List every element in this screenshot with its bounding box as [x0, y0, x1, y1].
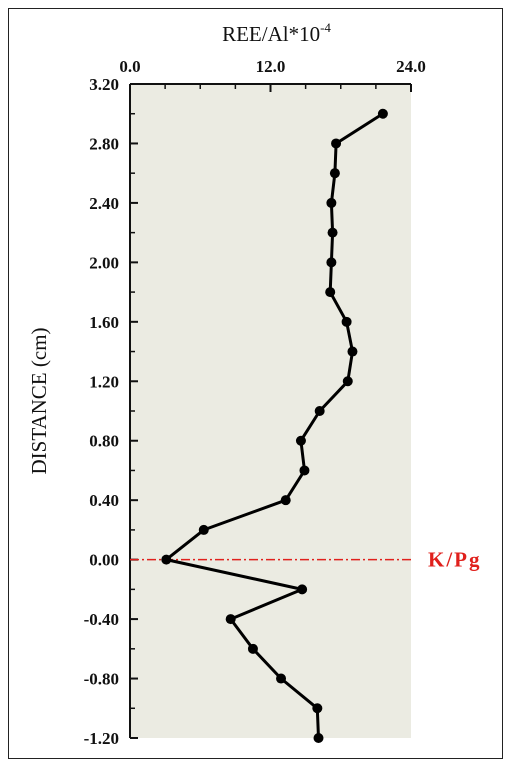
y-tick-label: -0.80: [84, 670, 119, 689]
data-point: [326, 197, 337, 208]
x-axis-title-base: REE/Al*10: [222, 22, 320, 46]
y-tick-label: 2.80: [89, 134, 119, 153]
data-point: [329, 168, 340, 179]
data-point: [299, 465, 310, 476]
series-line: [164, 112, 384, 739]
y-axis-title: DISTANCE (cm): [27, 327, 51, 474]
data-point: [198, 524, 209, 535]
plot-area: [130, 84, 411, 738]
y-tick-label: 1.20: [89, 372, 119, 391]
y-tick-label: 2.40: [89, 194, 119, 213]
data-point: [312, 703, 323, 714]
data-point: [161, 554, 172, 565]
data-point: [295, 435, 306, 446]
y-tick-label: 1.60: [89, 313, 119, 332]
data-point: [347, 346, 358, 357]
y-tick-label: 3.20: [89, 75, 119, 94]
x-axis-title-exponent: -4: [320, 20, 331, 35]
data-series: [161, 108, 388, 743]
data-point: [276, 673, 287, 684]
data-point: [280, 495, 291, 506]
data-point: [225, 614, 236, 625]
data-point: [313, 733, 324, 743]
y-tick-label: -0.40: [84, 610, 119, 629]
x-tick-label: 24.0: [396, 57, 426, 76]
data-point: [327, 227, 338, 238]
y-tick-label: 0.00: [89, 551, 119, 570]
data-point: [314, 406, 325, 416]
y-tick-label: 2.00: [89, 253, 119, 272]
data-point: [325, 287, 336, 298]
data-point: [377, 108, 388, 119]
ticks: 3.20 2.80 2.40 2.00 1.60 1.20 0.80 0.40 0.00 -0.4…: [84, 57, 426, 748]
y-tick-label: 0.40: [89, 491, 119, 510]
data-point: [331, 138, 342, 149]
x-tick-label: 0.0: [119, 57, 140, 76]
kpg-boundary-label: K/Pg: [428, 548, 482, 572]
data-point: [341, 316, 352, 327]
x-axis-title: REE/Al*10-4: [222, 20, 331, 46]
y-tick-label: 0.80: [89, 432, 119, 451]
data-point: [297, 584, 308, 595]
data-point: [342, 376, 353, 387]
x-tick-label: 12.0: [256, 57, 286, 76]
y-tick-label: -1.20: [84, 729, 119, 748]
data-point: [247, 643, 258, 654]
data-point: [326, 257, 337, 268]
